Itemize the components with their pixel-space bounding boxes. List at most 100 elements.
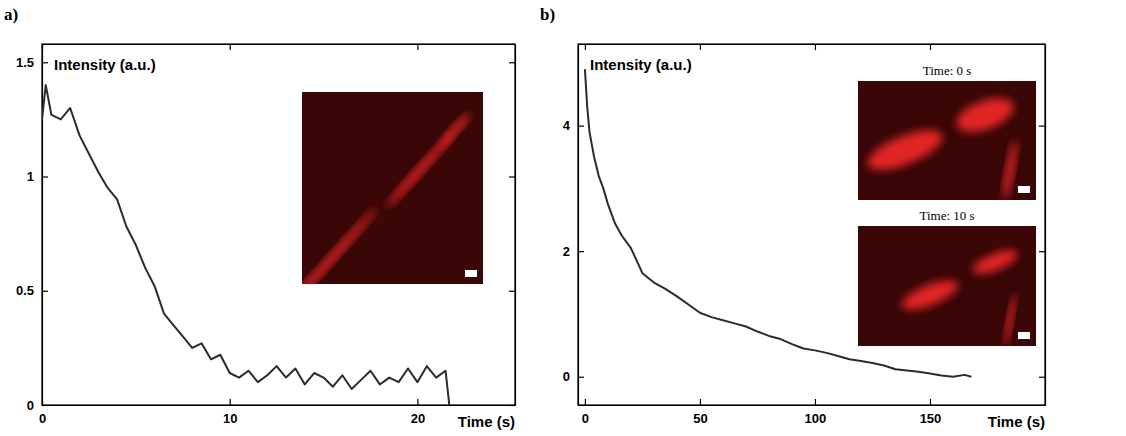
tick-mark xyxy=(815,44,816,50)
tick-label: 4 xyxy=(563,118,571,133)
tick xyxy=(1039,251,1045,252)
tick-mark xyxy=(700,399,701,405)
tick-mark xyxy=(42,405,48,406)
plot-frame xyxy=(42,44,515,405)
axis-line xyxy=(1045,45,1046,406)
axis-line xyxy=(579,405,1046,406)
axis-line xyxy=(579,44,1046,45)
tick-mark xyxy=(509,291,515,292)
tick: 2 xyxy=(563,244,584,259)
tick: 0.5 xyxy=(16,283,48,298)
x-axis: 0 50 100 150 xyxy=(579,399,1046,426)
tick-label: 50 xyxy=(693,411,707,426)
scale-bar xyxy=(1018,186,1030,193)
inset-feature xyxy=(898,274,961,315)
tick-label: 0 xyxy=(563,369,570,384)
y-axis-title: Intensity (a.u.) xyxy=(590,56,692,73)
tick-mark xyxy=(42,62,48,63)
inset-feature xyxy=(302,205,380,284)
scale-bar xyxy=(465,270,477,277)
tick: 4 xyxy=(563,118,584,133)
tick-label: 0.5 xyxy=(16,283,34,298)
inset-image xyxy=(280,92,483,315)
tick-mark xyxy=(42,176,48,177)
tick-mark xyxy=(585,399,586,405)
tick-mark xyxy=(417,399,418,405)
inset-feature xyxy=(1001,140,1019,200)
tick-mark xyxy=(230,399,231,405)
tick-mark xyxy=(509,62,515,63)
tick-mark xyxy=(578,251,584,252)
tick xyxy=(1039,126,1045,127)
inset-image xyxy=(858,81,1036,200)
x-axis-title: Time (s) xyxy=(458,413,515,430)
panel-label: b) xyxy=(540,5,555,24)
tick xyxy=(230,44,231,50)
inset-feature xyxy=(863,122,948,178)
tick: 1.5 xyxy=(16,55,48,70)
tick xyxy=(700,44,701,50)
tick-mark xyxy=(1039,377,1045,378)
tick-mark xyxy=(930,399,931,405)
tick xyxy=(417,44,418,50)
inset-feature xyxy=(437,111,472,149)
plot-area xyxy=(42,85,449,405)
y-axis-title: Intensity (a.u.) xyxy=(54,56,156,73)
tick-mark xyxy=(230,44,231,50)
tick-mark xyxy=(585,44,586,50)
inset-feature xyxy=(1003,294,1018,346)
tick-label: 2 xyxy=(563,244,570,259)
panel: 050100150024b)Intensity (a.u.)Time (s)Ti… xyxy=(540,5,1046,430)
tick xyxy=(1039,377,1045,378)
x-axis-top xyxy=(579,44,1046,50)
tick: 100 xyxy=(805,399,827,426)
figure: 0102000.511.5a)Intensity (a.u.)Time (s)0… xyxy=(0,0,1126,436)
inset-background xyxy=(858,226,1036,346)
tick xyxy=(509,405,515,406)
tick xyxy=(585,44,586,50)
tick: 0 xyxy=(27,398,48,413)
inset-feature xyxy=(952,92,1018,139)
tick-mark xyxy=(417,44,418,50)
tick xyxy=(509,291,515,292)
axis-line xyxy=(515,45,516,406)
tick: 1 xyxy=(27,169,48,184)
inset-caption: Time: 10 s xyxy=(919,208,974,223)
x-axis-top xyxy=(43,44,516,50)
tick xyxy=(815,44,816,50)
tick-mark xyxy=(509,176,515,177)
tick-mark xyxy=(700,44,701,50)
inset-feature xyxy=(970,246,1020,279)
tick-label: 10 xyxy=(223,411,237,426)
scale-bar xyxy=(1018,332,1030,339)
tick: 10 xyxy=(223,399,237,426)
tick-mark xyxy=(509,405,515,406)
tick-label: 0 xyxy=(27,398,34,413)
tick-label: 150 xyxy=(920,411,942,426)
tick-label: 20 xyxy=(411,411,425,426)
intensity-line xyxy=(42,85,449,405)
tick-label: 0 xyxy=(582,411,589,426)
panel: 0102000.511.5a)Intensity (a.u.)Time (s) xyxy=(4,5,516,430)
inset-caption: Time: 0 s xyxy=(923,63,972,78)
panel-label: a) xyxy=(4,5,18,24)
tick-mark xyxy=(815,399,816,405)
tick: 50 xyxy=(693,399,707,426)
y-axis-right xyxy=(1039,45,1046,406)
tick-mark xyxy=(1039,126,1045,127)
tick xyxy=(509,62,515,63)
tick-label: 1 xyxy=(27,169,34,184)
tick-label: 1.5 xyxy=(16,55,34,70)
tick xyxy=(509,177,515,178)
y-axis-right xyxy=(509,45,516,406)
axis-line xyxy=(578,45,579,406)
tick-mark xyxy=(1039,251,1045,252)
intensity-line xyxy=(585,69,971,377)
tick: 20 xyxy=(411,399,425,426)
tick-mark xyxy=(930,44,931,50)
tick xyxy=(930,44,931,50)
inset-image xyxy=(858,226,1036,346)
tick: 0 xyxy=(563,369,584,384)
x-axis: 01020 xyxy=(39,399,516,426)
inset-background xyxy=(858,81,1036,200)
